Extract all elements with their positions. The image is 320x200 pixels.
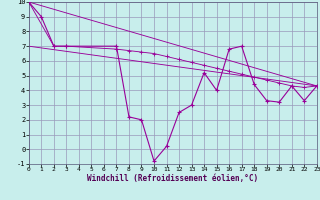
X-axis label: Windchill (Refroidissement éolien,°C): Windchill (Refroidissement éolien,°C) (87, 174, 258, 183)
